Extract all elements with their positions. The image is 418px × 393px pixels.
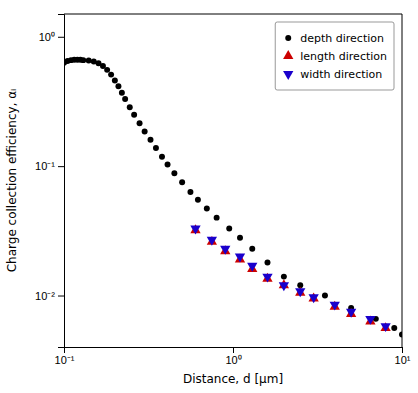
point (308, 294, 318, 303)
point (226, 225, 232, 231)
point (153, 145, 159, 151)
tick: 10⁻² (35, 290, 64, 302)
point (190, 225, 200, 234)
legend-symbol (285, 35, 291, 41)
tick-mark (233, 347, 234, 353)
point (262, 273, 272, 282)
y-axis: 10⁻² 10⁻¹ 10⁰ (35, 15, 64, 348)
point (80, 57, 86, 63)
point (380, 323, 390, 332)
point (295, 288, 305, 297)
legend-symbol (283, 50, 293, 59)
legend-label: length direction (300, 50, 387, 63)
tick-label: 10⁻¹ (55, 354, 75, 366)
point (122, 96, 128, 102)
point (391, 325, 397, 331)
point (235, 254, 245, 263)
point (207, 237, 217, 246)
point (207, 236, 217, 245)
point (249, 246, 255, 252)
tick-label: 10⁻¹ (35, 160, 55, 172)
tick-mark (58, 296, 64, 297)
tick: 10⁻¹ (35, 160, 64, 172)
point (237, 235, 243, 241)
point (262, 274, 272, 283)
point (322, 293, 328, 299)
point (137, 120, 143, 126)
legend-box (275, 22, 394, 90)
point (214, 215, 220, 221)
point (159, 154, 165, 160)
point (127, 104, 133, 110)
point (265, 260, 271, 266)
series (190, 224, 390, 331)
point (148, 137, 154, 143)
y-axis-title: Charge collection efficiency, αᵢ (5, 89, 19, 273)
tick-label: 10⁻² (35, 290, 55, 302)
point (247, 263, 257, 272)
tick: 10⁰ (225, 347, 241, 366)
point (346, 308, 356, 317)
point (142, 129, 148, 135)
tick-label: 10⁰ (39, 31, 55, 43)
x-axis: 10⁻¹ 10⁰ 10¹ (55, 347, 411, 366)
point (187, 189, 193, 195)
point (115, 83, 121, 89)
legend: depth direction length direction width dir… (275, 22, 394, 90)
point (365, 316, 375, 325)
axis-line (58, 15, 65, 348)
frame-line (402, 14, 403, 347)
point (195, 197, 201, 203)
point (104, 67, 110, 73)
tick: 10⁻¹ (55, 347, 75, 366)
legend-label: width direction (300, 68, 382, 81)
point (165, 162, 171, 168)
legend-item: length direction (283, 50, 387, 63)
point (112, 77, 118, 83)
series (64, 57, 402, 338)
point (179, 179, 185, 185)
point (86, 58, 92, 64)
x-axis-title: Distance, d [μm] (183, 372, 283, 386)
legend-item: depth direction (285, 32, 384, 45)
legend-symbol (283, 71, 293, 80)
point (220, 246, 230, 255)
point (220, 245, 230, 254)
point (279, 282, 289, 291)
point (330, 301, 340, 310)
point (346, 309, 356, 318)
point (247, 263, 257, 272)
series (190, 225, 390, 332)
axis-line (65, 348, 403, 354)
tick-mark (58, 166, 64, 167)
point (108, 72, 114, 78)
tick: 10¹ (395, 347, 411, 366)
point (235, 254, 245, 263)
tick-mark (58, 37, 64, 38)
legend-item: width direction (283, 68, 382, 81)
point (281, 274, 287, 280)
tick: 10⁰ (39, 31, 64, 43)
tick-label: 10¹ (395, 354, 411, 366)
chart: 10⁻¹ 10⁰ 10¹ 10⁻² 10⁻¹ 10⁰ depth direction leng… (0, 0, 418, 393)
plot-area: 10⁻¹ 10⁰ 10¹ 10⁻² 10⁻¹ 10⁰ depth direction leng… (35, 14, 411, 366)
point (204, 206, 210, 212)
point (131, 112, 137, 118)
legend-label: depth direction (300, 32, 384, 45)
point (330, 302, 340, 311)
tick-mark (402, 347, 403, 353)
marks (64, 57, 402, 338)
point (171, 170, 177, 176)
point (119, 90, 125, 96)
point (365, 316, 375, 325)
frame-line (64, 14, 402, 15)
tick-label: 10⁰ (225, 354, 241, 366)
point (399, 331, 402, 337)
